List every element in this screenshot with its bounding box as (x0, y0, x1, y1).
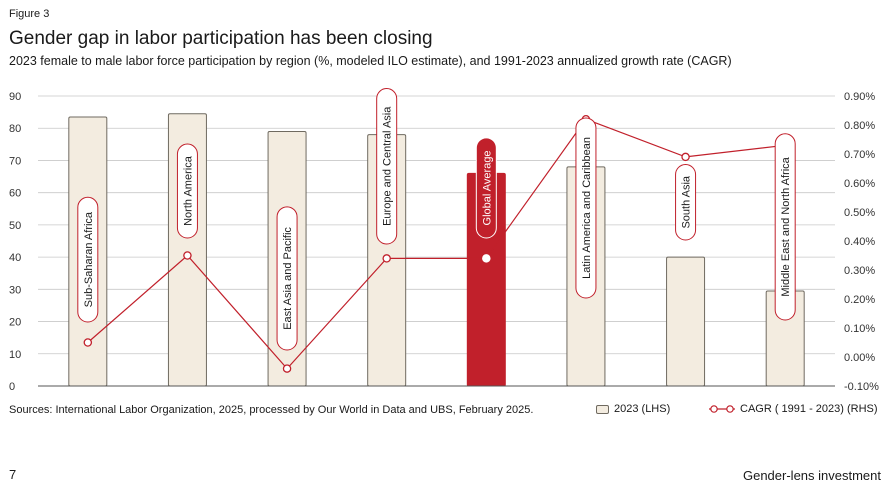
category-label: Europe and Central Asia (382, 106, 394, 226)
left-axis-tick-label: 10 (9, 349, 21, 361)
cagr-line (87, 118, 786, 370)
category-label-box (475, 137, 497, 239)
right-axis-tick-label: 0.10% (844, 323, 875, 335)
legend-bar-label: 2023 (LHS) (614, 403, 671, 415)
cagr-point (83, 338, 93, 347)
left-axis-tick-label: 50 (9, 220, 21, 232)
cagr-point (382, 254, 391, 263)
cagr-point (282, 364, 292, 373)
left-axis-tick-label: 20 (9, 317, 21, 329)
chart-subtitle: 2023 female to male labor force particip… (9, 54, 732, 68)
chart-title: Gender gap in labor participation has be… (9, 28, 433, 49)
right-axis-tick-label: 0.00% (844, 352, 875, 364)
left-axis-tick-label: 60 (9, 188, 21, 200)
right-axis-tick-label: 0.70% (844, 149, 875, 161)
left-axis-tick-label: 40 (9, 252, 21, 264)
category-label: Middle East and North Africa (780, 156, 792, 296)
category-label: Latin America and Caribbean (581, 137, 593, 279)
category-label-box (675, 164, 697, 241)
category-label-box (376, 88, 398, 245)
category-label-box (575, 117, 597, 299)
category-label: Global Average (481, 150, 493, 225)
category-label-box (276, 206, 298, 351)
legend-line-label: CAGR ( 1991 - 2023) (RHS) (740, 403, 878, 415)
cagr-point (482, 254, 491, 263)
cagr-point (681, 152, 690, 162)
category-label: Sub-Saharan Africa (83, 211, 95, 307)
chart: 0 10 20 30 40 50 60 70 80 90 -0.10% 0.00% 0.10% 0.20%… (9, 88, 879, 393)
category-label: South Asia (681, 175, 693, 228)
footer-section-title: Gender-lens investment (742, 468, 881, 483)
category-label-box (176, 143, 198, 239)
right-axis-tick-label: -0.10% (844, 381, 879, 393)
left-axis-tick-label: 0 (9, 381, 15, 393)
category-label-box (77, 196, 99, 323)
right-axis-tick-label: 0.60% (844, 178, 875, 190)
cagr-point (183, 251, 192, 260)
left-axis-tick-label: 90 (9, 91, 21, 103)
right-axis-tick-label: 0.20% (844, 294, 875, 306)
left-axis-tick-label: 80 (9, 123, 21, 135)
category-label-box (774, 133, 796, 321)
right-axis-tick-label: 0.90% (844, 91, 875, 103)
legend-item-line: CAGR ( 1991 - 2023) (RHS) (709, 403, 878, 415)
category-label: North America (182, 155, 194, 226)
left-axis-tick-label: 70 (9, 155, 21, 167)
right-axis-tick-label: 0.50% (844, 207, 875, 219)
right-axis-tick-label: 0.30% (844, 265, 875, 277)
figure-label: Figure 3 (9, 8, 50, 20)
legend-line-marker-icon (709, 405, 735, 413)
legend-bar-swatch-icon (596, 404, 609, 414)
right-axis-tick-label: 0.80% (844, 120, 875, 132)
bar (666, 256, 706, 387)
page-number: 7 (9, 467, 17, 482)
sources-note: Sources: International Labor Organizatio… (9, 404, 534, 416)
legend-item-bar: 2023 (LHS) (596, 403, 670, 415)
left-axis-tick-label: 30 (9, 284, 21, 296)
category-label: East Asia and Pacific (282, 227, 294, 330)
right-axis-tick-label: 0.40% (844, 236, 875, 248)
